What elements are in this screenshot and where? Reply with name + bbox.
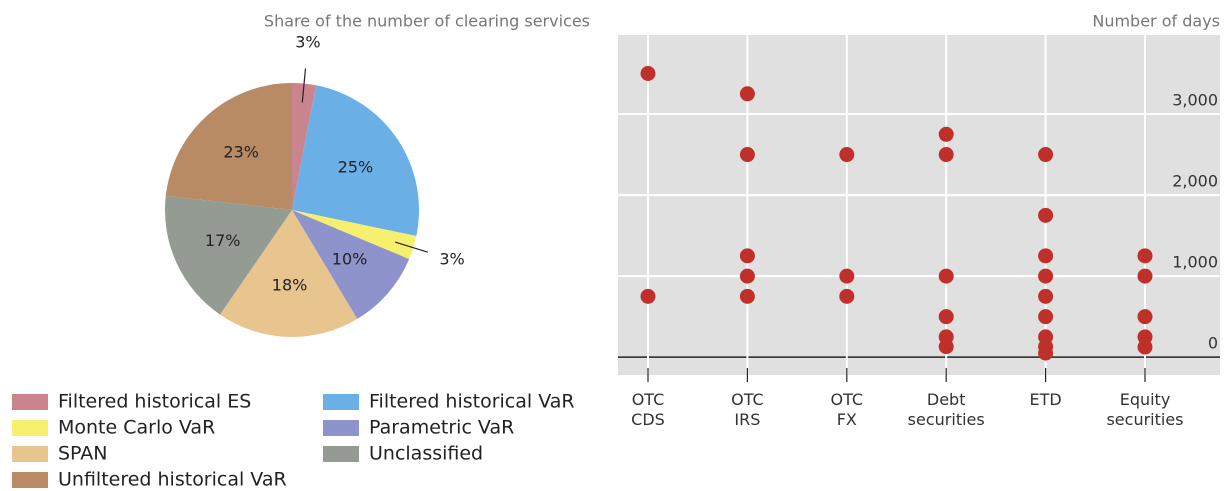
data-point (1038, 309, 1054, 325)
data-point (938, 126, 954, 142)
data-point (839, 288, 855, 304)
data-label: 17% (205, 231, 241, 250)
x-tick-label: OTC IRS (731, 390, 764, 429)
pie-slice (292, 85, 419, 237)
data-point (1038, 207, 1054, 223)
data-label: 23% (223, 143, 259, 162)
legend-swatch (12, 394, 48, 410)
plot-background (618, 35, 1220, 375)
pie-slice (165, 195, 292, 315)
data-point (1038, 248, 1054, 264)
x-tick-label: Equity securities (1106, 390, 1183, 429)
data-point (739, 288, 755, 304)
data-point (1137, 248, 1153, 264)
data-point (640, 288, 656, 304)
pie-title: Share of the number of clearing services (264, 12, 590, 31)
data-point (1137, 309, 1153, 325)
data-point (1038, 147, 1054, 163)
legend-swatch (12, 472, 48, 488)
data-label: 3% (295, 33, 320, 52)
legend-label: Unclassified (369, 443, 483, 465)
data-point (739, 248, 755, 264)
data-point (839, 147, 855, 163)
scatter-title: Number of days (1092, 12, 1220, 31)
y-tick-label: 3,000 (1172, 91, 1218, 110)
x-tick-label: OTC FX (830, 390, 863, 429)
data-point (1038, 268, 1054, 284)
data-point (1038, 345, 1054, 361)
leader-line (394, 241, 429, 253)
data-point (938, 339, 954, 355)
pie-slice (292, 210, 417, 260)
legend-swatch (323, 420, 359, 436)
data-point (938, 309, 954, 325)
data-point (1137, 268, 1153, 284)
data-point (739, 147, 755, 163)
pie-slice (292, 210, 410, 319)
data-point (938, 268, 954, 284)
data-label: 3% (439, 249, 464, 268)
legend-label: Parametric VaR (369, 417, 514, 439)
legend-swatch (323, 394, 359, 410)
legend-label: Filtered historical ES (58, 391, 251, 413)
pie-slice (292, 83, 317, 210)
y-tick-label: 1,000 (1172, 253, 1218, 272)
data-point (1137, 339, 1153, 355)
data-point (1038, 288, 1054, 304)
y-tick-label: 0 (1208, 334, 1218, 353)
data-label: 10% (332, 249, 368, 268)
legend-swatch (12, 420, 48, 436)
legend-swatch (12, 446, 48, 462)
data-point (640, 65, 656, 81)
leader-line (301, 68, 307, 103)
pie-slice (165, 83, 292, 210)
x-tick-label: ETD (1029, 390, 1061, 409)
legend-label: Filtered historical VaR (369, 391, 575, 413)
data-point (839, 268, 855, 284)
data-label: 18% (272, 276, 308, 295)
x-tick-label: OTC CDS (631, 390, 665, 429)
x-tick-label: Debt securities (908, 390, 985, 429)
legend-swatch (323, 446, 359, 462)
pie-slice (219, 210, 358, 337)
data-point (739, 268, 755, 284)
data-label: 25% (338, 157, 374, 176)
data-point (739, 86, 755, 102)
y-tick-label: 2,000 (1172, 172, 1218, 191)
data-point (938, 147, 954, 163)
legend-label: SPAN (58, 443, 108, 465)
legend-label: Unfiltered historical VaR (58, 469, 287, 491)
legend-label: Monte Carlo VaR (58, 417, 215, 439)
